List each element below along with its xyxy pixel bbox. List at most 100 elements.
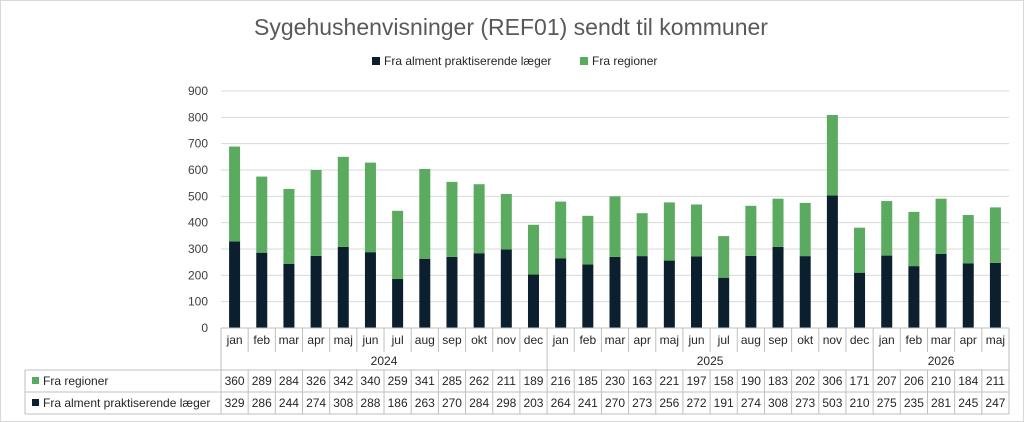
table-cell-almen: 288 (360, 396, 380, 410)
table-cell-regioner: 284 (279, 374, 299, 388)
bar-almen (555, 258, 567, 328)
y-tick-label: 900 (188, 84, 208, 98)
bar-regioner (256, 176, 268, 253)
bar-regioner (935, 198, 947, 255)
bar-regioner (881, 201, 893, 256)
bar-almen (854, 272, 866, 328)
bar-almen (419, 258, 431, 328)
table-cell-regioner: 197 (687, 374, 707, 388)
bar-almen (473, 253, 485, 328)
table-swatch-almen (32, 399, 39, 406)
legend-label-almen: Fra alment praktiserende læger (384, 54, 551, 68)
legend-swatch-regioner (580, 57, 588, 65)
table-swatch-regioner (32, 377, 39, 384)
month-label: jan (226, 333, 243, 347)
bar-regioner (283, 188, 295, 264)
table-cell-regioner: 342 (333, 374, 353, 388)
table-cell-almen: 186 (388, 396, 408, 410)
bar-almen (799, 256, 811, 328)
bar-almen (718, 277, 730, 328)
table-cell-regioner: 211 (497, 374, 516, 388)
bar-almen (989, 262, 1001, 328)
table-cell-regioner: 210 (931, 374, 951, 388)
bar-almen (826, 195, 838, 328)
table-cell-regioner: 171 (850, 374, 870, 388)
month-label: jan (552, 333, 569, 347)
bar-almen (229, 241, 241, 328)
table-cell-regioner: 360 (225, 374, 245, 388)
bar-regioner (663, 202, 675, 261)
table-cell-regioner: 183 (768, 374, 788, 388)
table-row-label-regioner: Fra regioner (43, 374, 108, 388)
bar-almen (962, 263, 974, 328)
month-label: dec (524, 333, 543, 347)
bar-regioner (500, 193, 512, 250)
bar-regioner (636, 213, 648, 257)
table-cell-almen: 210 (850, 396, 870, 410)
bar-almen (636, 256, 648, 328)
month-label: jul (717, 333, 730, 347)
table-cell-almen: 245 (958, 396, 978, 410)
table-cell-almen: 274 (306, 396, 326, 410)
table-cell-almen: 235 (904, 396, 924, 410)
table-cell-regioner: 306 (822, 374, 842, 388)
bar-regioner (392, 210, 404, 280)
bar-regioner (555, 201, 567, 259)
table-cell-regioner: 326 (306, 374, 326, 388)
bar-regioner (310, 170, 322, 256)
table-cell-almen: 274 (741, 396, 761, 410)
bar-almen (691, 256, 703, 328)
month-label: nov (823, 333, 842, 347)
bar-regioner (419, 168, 431, 259)
table-cell-regioner: 190 (741, 374, 761, 388)
month-label: dec (850, 333, 869, 347)
table-cell-almen: 273 (795, 396, 815, 410)
month-label: apr (960, 333, 977, 347)
table-cell-almen: 270 (605, 396, 625, 410)
y-axis: 0 100 200 300 400 500 600 700 800 900 (188, 84, 208, 335)
table-cell-regioner: 262 (469, 374, 489, 388)
table-cell-almen: 329 (225, 396, 245, 410)
bar-almen (283, 263, 295, 328)
month-label: jul (391, 333, 404, 347)
month-label: jun (361, 333, 378, 347)
bar-regioner (854, 227, 866, 273)
table-cell-regioner: 207 (877, 374, 897, 388)
table-cell-almen: 263 (415, 396, 435, 410)
table-cell-regioner: 230 (605, 374, 625, 388)
table-cell-almen: 281 (931, 396, 951, 410)
bar-regioner (364, 162, 376, 253)
month-label: apr (307, 333, 324, 347)
table-cell-regioner: 184 (958, 374, 978, 388)
table-cell-regioner: 216 (551, 374, 571, 388)
table-cell-regioner: 341 (415, 374, 435, 388)
table-cell-almen: 241 (578, 396, 598, 410)
table-cell-almen: 270 (442, 396, 462, 410)
table-cell-regioner: 285 (442, 374, 462, 388)
table-cell-almen: 503 (822, 396, 842, 410)
table-cell-regioner: 202 (795, 374, 815, 388)
bar-almen (935, 254, 947, 328)
bar-regioner (718, 236, 730, 278)
year-label: 2025 (697, 354, 724, 368)
month-label: mar (931, 333, 952, 347)
y-tick-label: 200 (188, 268, 208, 282)
month-label: aug (415, 333, 435, 347)
bar-almen (745, 255, 757, 328)
table-cell-almen: 298 (496, 396, 516, 410)
table-cell-regioner: 189 (523, 374, 543, 388)
month-label: sep (442, 333, 462, 347)
month-label: maj (660, 333, 679, 347)
y-tick-label: 0 (201, 321, 208, 335)
bar-almen (500, 249, 512, 328)
bar-regioner (989, 207, 1001, 263)
table-cell-regioner: 221 (659, 374, 679, 388)
bar-almen (446, 256, 458, 328)
legend-swatch-almen (372, 57, 380, 65)
legend-label-regioner: Fra regioner (592, 54, 657, 68)
month-label: feb (579, 333, 596, 347)
table-cell-almen: 191 (714, 396, 734, 410)
table-cell-regioner: 163 (632, 374, 652, 388)
table-cell-almen: 284 (469, 396, 489, 410)
